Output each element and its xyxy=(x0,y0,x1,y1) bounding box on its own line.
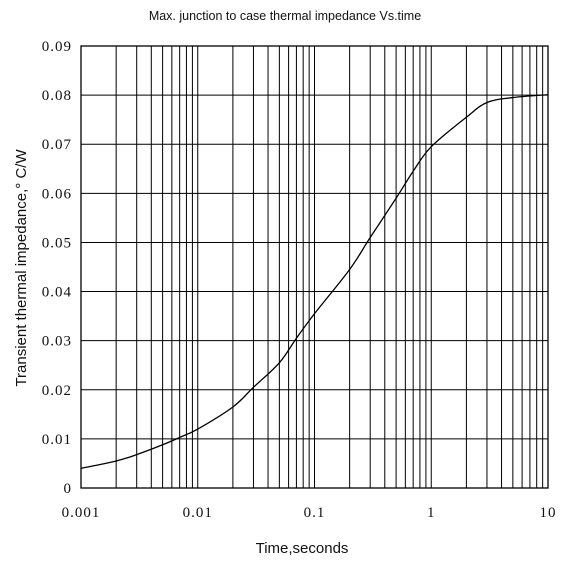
grid xyxy=(80,45,548,489)
y-tick-label: 0.09 xyxy=(42,39,72,55)
x-tick-label: 0.001 xyxy=(62,505,101,521)
x-tick-label: 10 xyxy=(540,505,557,521)
y-tick-label: 0.01 xyxy=(42,432,72,448)
x-tick-label: 0.01 xyxy=(183,505,213,521)
y-tick-label: 0.04 xyxy=(42,285,72,301)
y-tick-labels: 0 0.01 0.02 0.03 0.04 0.05 0.06 0.07 0.08 0.09 xyxy=(42,39,73,497)
y-tick-label: 0 xyxy=(64,481,73,497)
impedance-curve xyxy=(80,93,549,469)
y-tick-label: 0.07 xyxy=(42,137,72,153)
x-tick-labels: 0.001 0.01 0.1 1 10 xyxy=(62,505,557,521)
chart-title: Max. junction to case thermal impedance … xyxy=(149,9,421,23)
x-tick-label: 0.1 xyxy=(304,505,326,521)
y-tick-label: 0.06 xyxy=(42,186,72,202)
plot-frame xyxy=(80,45,549,489)
y-tick-label: 0.03 xyxy=(42,334,72,350)
y-tick-label: 0.02 xyxy=(42,383,72,399)
x-axis-label: Time,seconds xyxy=(256,540,349,557)
y-axis-label: Transient thermal impedance,° C/W xyxy=(13,149,30,387)
y-tick-label: 0.05 xyxy=(42,235,72,251)
y-tick-label: 0.08 xyxy=(42,88,72,104)
x-tick-label: 1 xyxy=(427,505,436,521)
